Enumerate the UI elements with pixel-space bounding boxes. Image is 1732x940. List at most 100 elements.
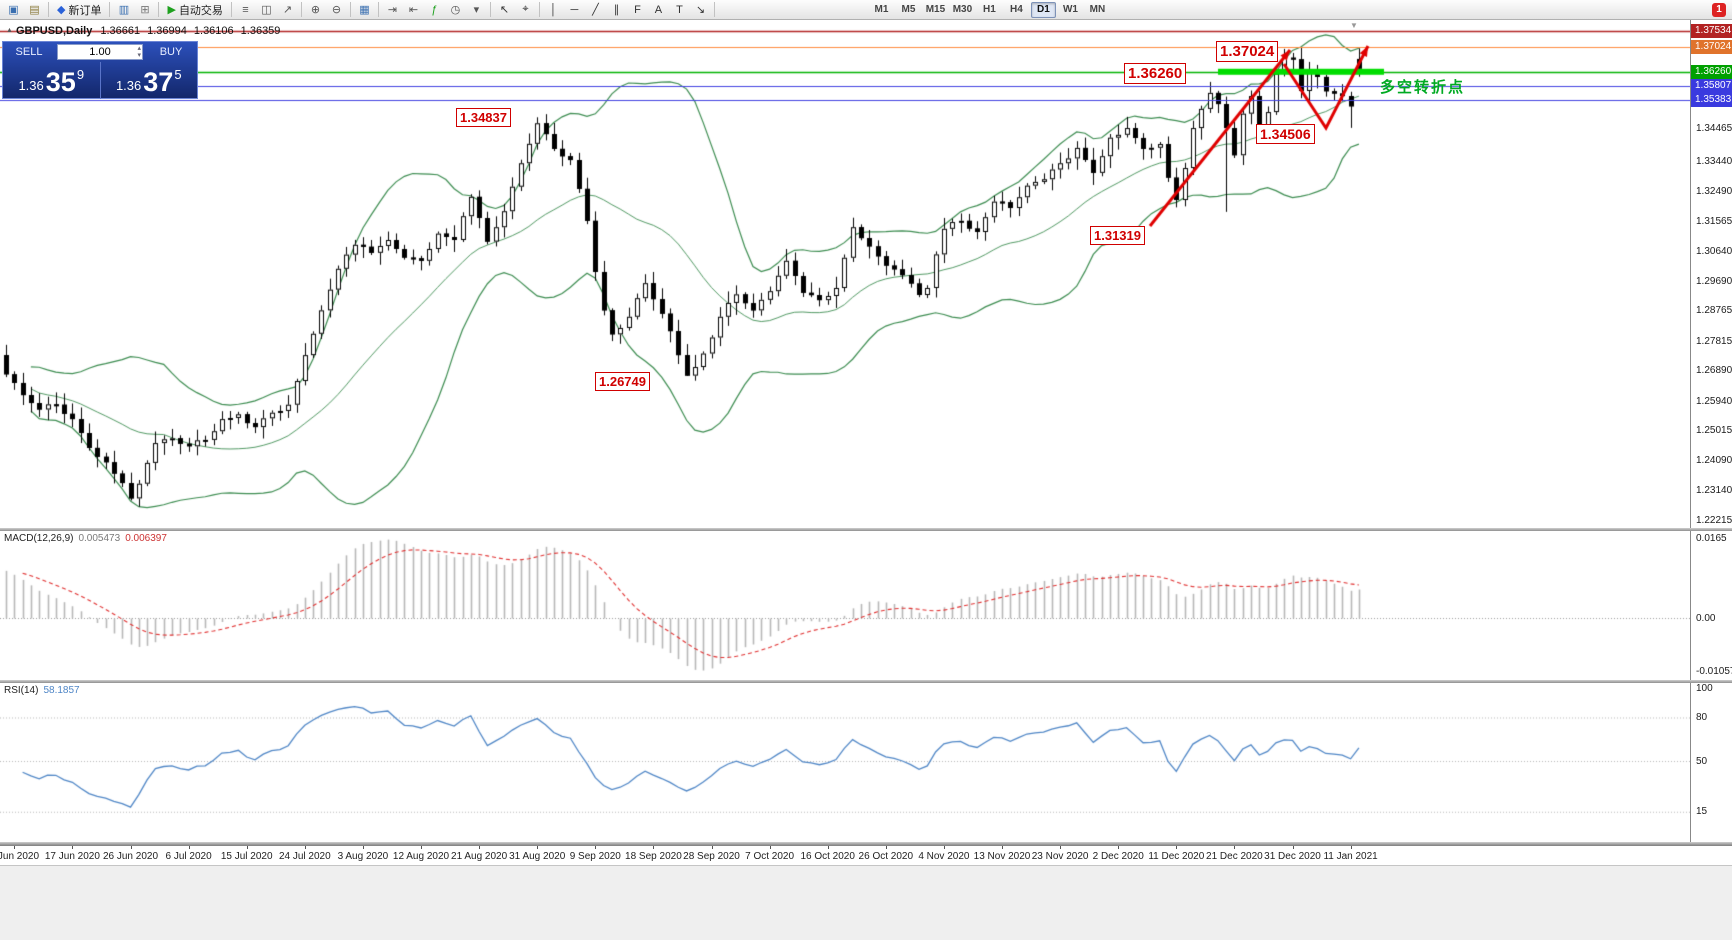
autotrade-button[interactable]: ▶ 自动交易 [163, 1, 226, 18]
market-watch-button[interactable]: ▥ [114, 1, 133, 18]
time-label: 21 Aug 2020 [451, 851, 508, 862]
symbol-marker-icon: ▲ [6, 27, 13, 34]
macd-name: MACD(12,26,9) [4, 533, 74, 544]
panel-separator[interactable] [0, 528, 1732, 531]
timeframe-m5-button[interactable]: M5 [901, 4, 916, 15]
auto-scroll-button[interactable]: ⇥ [383, 1, 402, 18]
time-tick [363, 846, 364, 849]
time-label: 23 Nov 2020 [1031, 851, 1089, 862]
line-chart-button[interactable]: ↗ [278, 1, 297, 18]
horizontal-line-button[interactable]: ─ [565, 1, 584, 18]
toolbar-separator [158, 2, 160, 17]
vertical-line-button[interactable]: │ [544, 1, 563, 18]
bar-open: 1.36661 [100, 25, 141, 37]
price-tick: 1.23140 [1696, 485, 1732, 497]
arrows-button[interactable]: ↘ [691, 1, 710, 18]
time-label: 16 Oct 2020 [800, 851, 855, 862]
cursor-button[interactable]: ↖ [495, 1, 514, 18]
panel-separator[interactable] [0, 842, 1732, 845]
timeframe-mn-button[interactable]: MN [1089, 4, 1106, 15]
time-label: 6 Jul 2020 [165, 851, 212, 862]
toolbar-separator [538, 2, 540, 17]
navigator-button[interactable]: ⊞ [135, 1, 154, 18]
volume-input[interactable]: 1.00 ▴ ▾ [57, 44, 143, 60]
zoom-in-button[interactable]: ⊕ [306, 1, 325, 18]
timeframe-w1-button[interactable]: W1 [1062, 4, 1078, 15]
vertical-line-icon: │ [550, 3, 557, 16]
periods-button[interactable]: ◷ [446, 1, 465, 18]
trendline-icon: ╱ [592, 4, 599, 16]
rsi-canvas[interactable] [0, 683, 1690, 842]
templates-button[interactable]: ▾ [467, 1, 486, 18]
fibonacci-button[interactable]: F [628, 1, 647, 18]
price-tick: 1.29690 [1696, 275, 1732, 287]
timeframe-h1-button[interactable]: H1 [983, 4, 996, 15]
panel-separator[interactable] [0, 680, 1732, 683]
toolbar-separator [48, 2, 49, 17]
toolbar-separator [489, 2, 491, 17]
new-order-icon: ◆ [57, 4, 66, 16]
buy-price-main: 37 [143, 67, 174, 97]
arrows-icon: ↘ [695, 4, 706, 16]
bar-chart-button[interactable]: ≡ [236, 1, 255, 18]
zoom-out-button[interactable]: ⊖ [327, 1, 346, 18]
price-annotation: 1.37024 [1216, 41, 1279, 62]
time-label: 11 Dec 2020 [1148, 851, 1205, 862]
time-label: 21 Dec 2020 [1206, 851, 1263, 862]
one-click-trading-widget: SELL 1.00 ▴ ▾ BUY 1.36 35 9 [2, 41, 198, 99]
chart-shift-marker-icon[interactable]: ▼ [1350, 21, 1358, 30]
time-label: 9 Sep 2020 [569, 851, 621, 862]
time-tick [131, 846, 132, 849]
price-annotation: 1.36260 [1124, 63, 1187, 84]
timeframe-m1-button[interactable]: M1 [874, 4, 889, 15]
time-label: 7 Oct 2020 [745, 851, 795, 862]
price-chart-panel: 1.34465 1.33440 1.32490 1.31565 1.30640 1.296… [0, 20, 1732, 528]
toolbar-separator [230, 2, 232, 17]
text-button[interactable]: A [649, 1, 668, 18]
macd-scale[interactable]: 0.0165 0.00 -0.010571 [1690, 531, 1732, 680]
price-chart-canvas[interactable] [0, 20, 1690, 528]
new-chart-button[interactable]: ▣ [4, 1, 23, 18]
buy-button[interactable]: BUY [159, 46, 183, 58]
timeframe-h4-button[interactable]: H4 [1010, 4, 1023, 15]
time-tick [712, 846, 713, 849]
price-tick: 1.25940 [1696, 395, 1732, 407]
trendline-button[interactable]: ╱ [586, 1, 605, 18]
timeframe-m15-button[interactable]: M15 [925, 4, 946, 15]
zoom-in-icon: ⊕ [310, 4, 321, 16]
spinner-down-icon[interactable]: ▾ [137, 52, 141, 59]
price-tick: 1.24090 [1696, 454, 1732, 466]
bar-low: 1.36106 [193, 25, 234, 37]
spinner-up-icon[interactable]: ▴ [137, 45, 141, 52]
toolbar-separator [349, 2, 351, 17]
text-label-icon: T [676, 3, 683, 16]
autotrade-label: 自动交易 [178, 4, 223, 17]
new-order-button[interactable]: ◆ 新订单 [53, 1, 105, 18]
timeframe-d1-button[interactable]: D1 [1030, 1, 1056, 18]
crosshair-button[interactable]: ⌖ [516, 1, 535, 18]
timeframe-m30-button[interactable]: M30 [952, 4, 973, 15]
sell-price-prefix: 1.36 [18, 78, 44, 93]
sell-button[interactable]: SELL [15, 46, 43, 58]
price-tag: 1.37534 [1691, 24, 1732, 39]
chart-shift-button[interactable]: ⇤ [404, 1, 423, 18]
volume-spinner[interactable]: ▴ ▾ [137, 45, 141, 59]
bar-close: 1.36359 [240, 25, 281, 37]
horizontal-line-icon: ─ [570, 3, 579, 16]
indicators-button[interactable]: ƒ [425, 1, 444, 18]
macd-canvas[interactable] [0, 531, 1690, 680]
sell-price[interactable]: 1.36 35 9 [3, 62, 100, 99]
rsi-scale[interactable]: 100 80 50 15 [1690, 683, 1732, 842]
equidistant-channel-button[interactable]: ∥ [607, 1, 626, 18]
notification-badge[interactable]: 1 [1712, 2, 1726, 17]
rsi-panel: 100 80 50 15 RSI(14) 58.1857 [0, 683, 1732, 842]
time-tick [537, 846, 538, 849]
price-scale[interactable]: 1.34465 1.33440 1.32490 1.31565 1.30640 1.296… [1690, 20, 1732, 528]
buy-price[interactable]: 1.36 37 5 [101, 62, 198, 99]
candlestick-chart-button[interactable]: ◫ [257, 1, 276, 18]
text-label-button[interactable]: T [670, 1, 689, 18]
profiles-button[interactable]: ▤ [25, 1, 44, 18]
tile-windows-button[interactable]: ▦ [355, 1, 374, 18]
toolbar-separator [713, 2, 715, 17]
